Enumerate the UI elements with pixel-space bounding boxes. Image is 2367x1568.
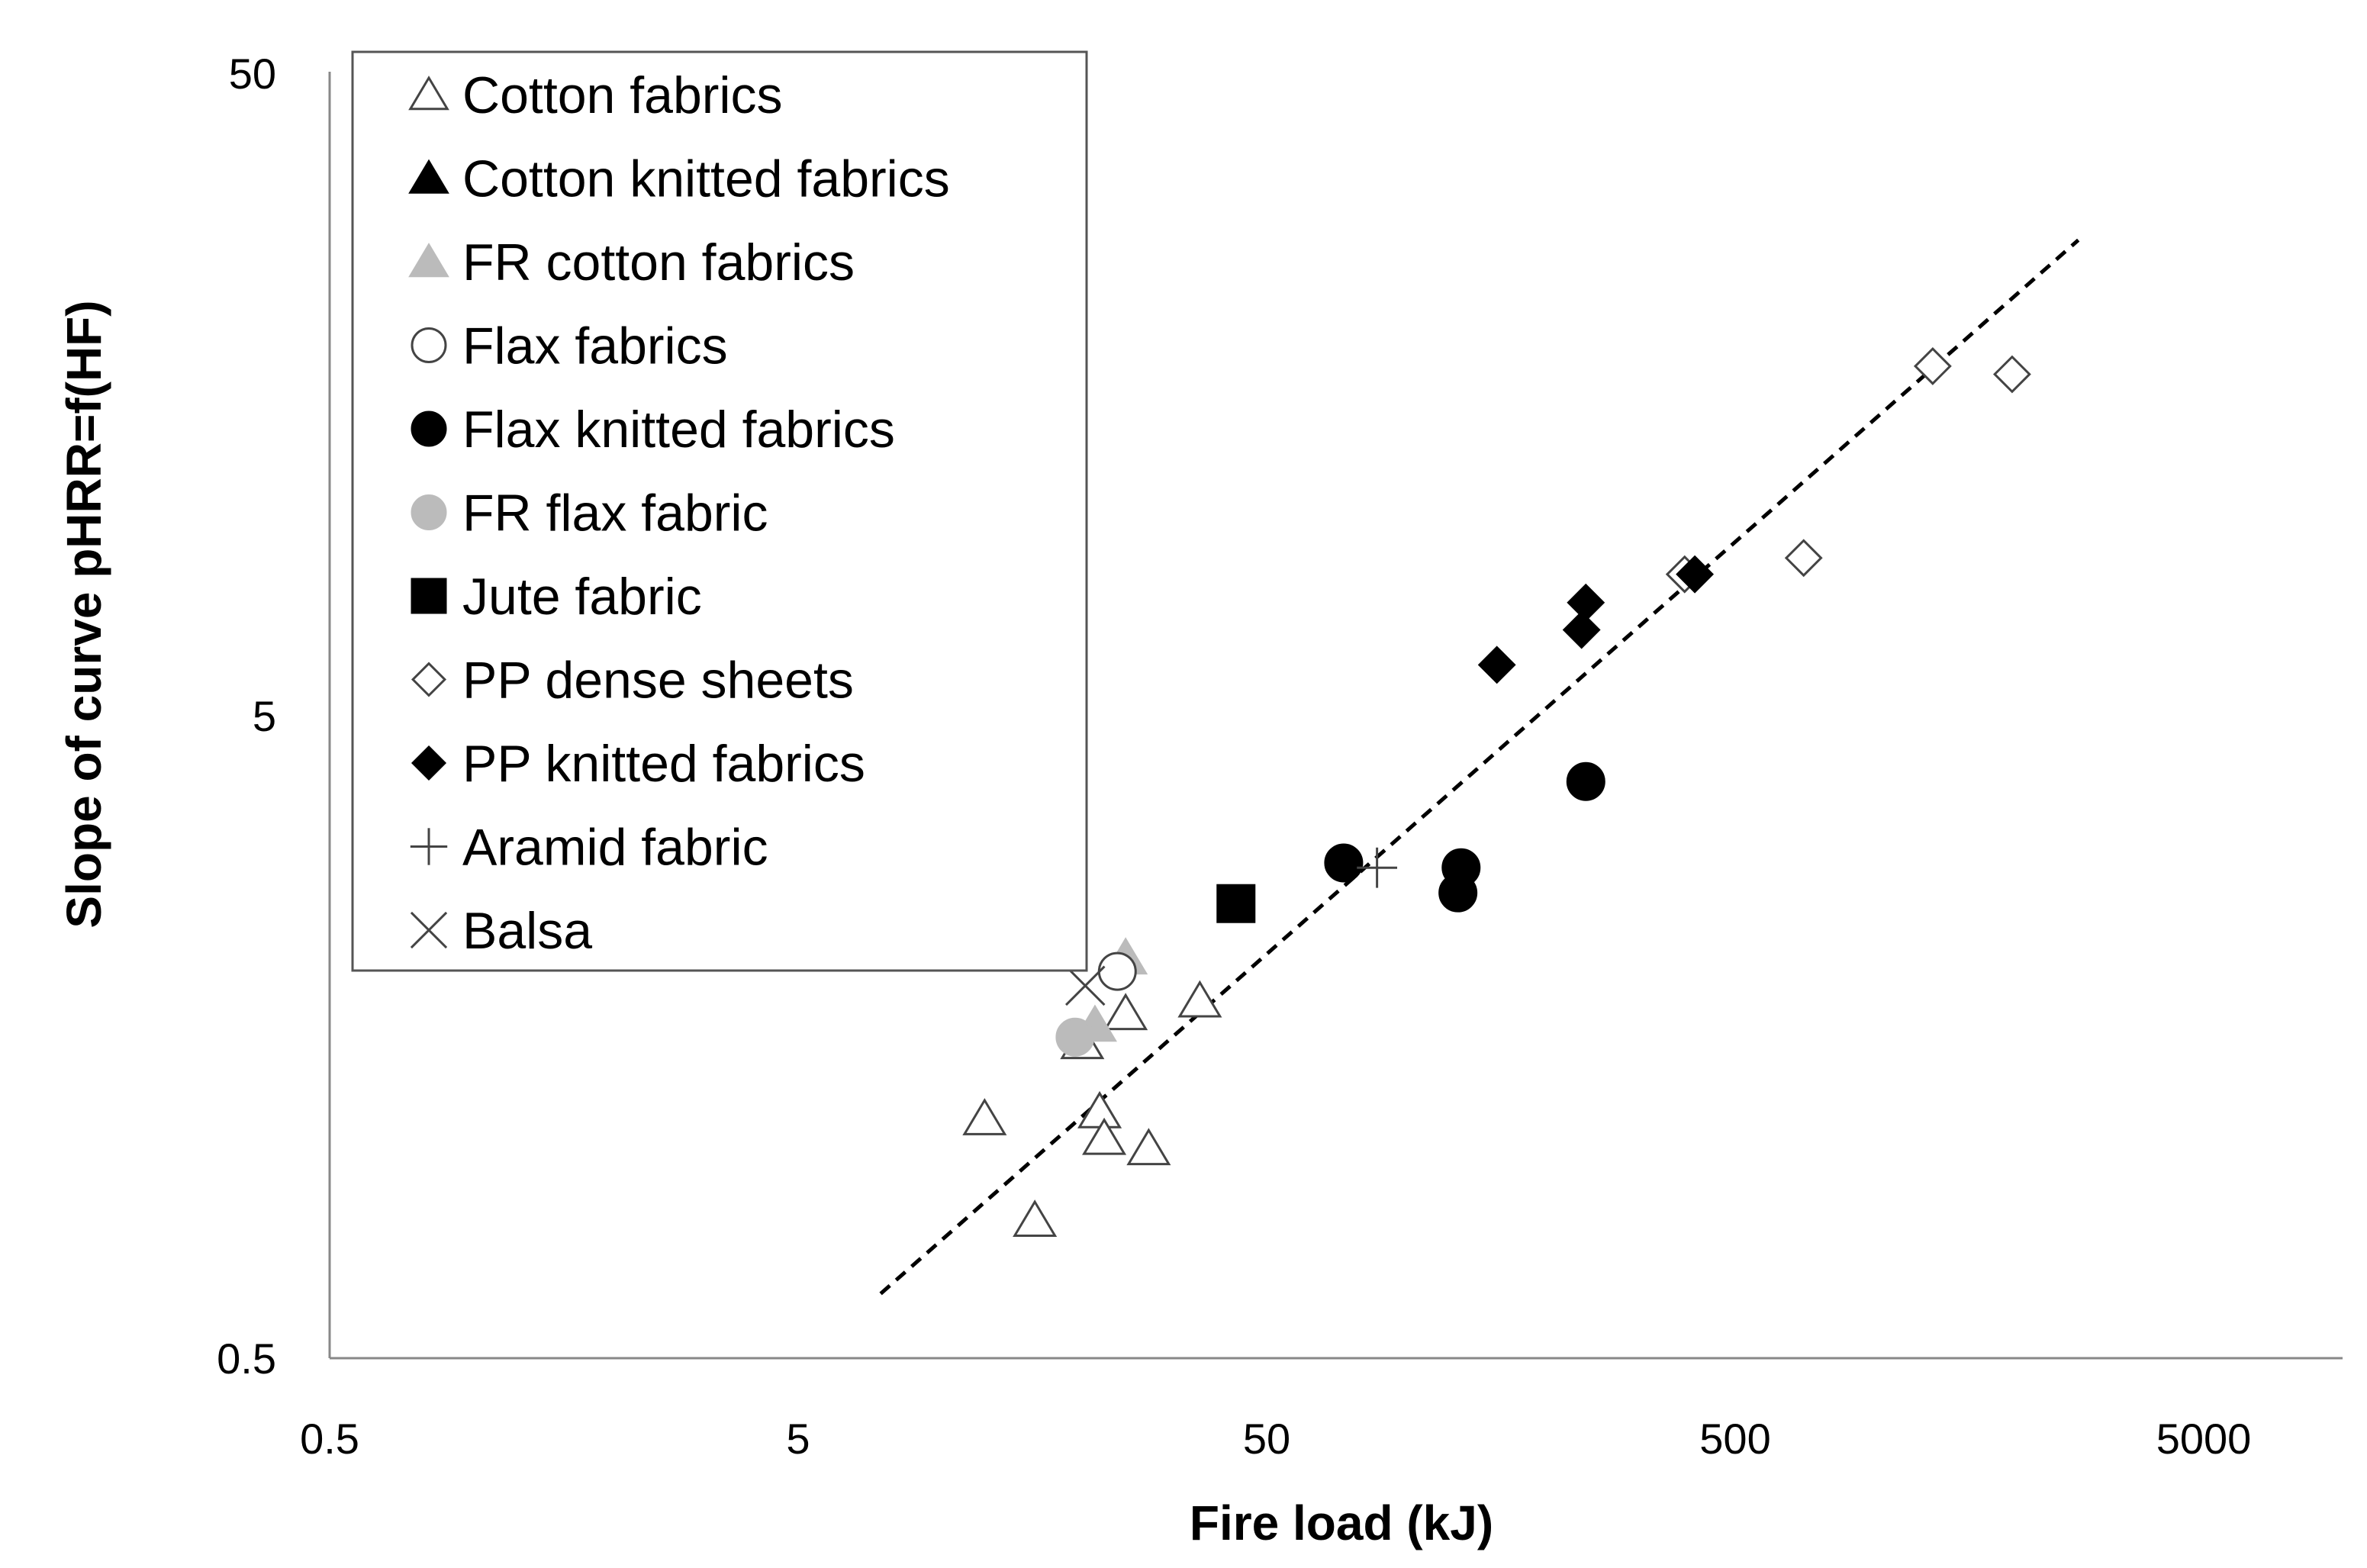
data-point xyxy=(1324,843,1364,883)
trendline-layer xyxy=(879,238,2080,1296)
legend-marker xyxy=(411,662,447,697)
legend-label: Aramid fabric xyxy=(462,819,768,877)
legend-item: Flax fabrics xyxy=(411,317,728,375)
legend-item: PP dense sheets xyxy=(411,652,854,710)
legend-item: Cotton knitted fabrics xyxy=(408,150,950,208)
legend: Cotton fabrics Cotton knitted fabrics FR c… xyxy=(351,50,1088,972)
legend-label: PP dense sheets xyxy=(462,652,854,710)
legend-label: FR flax fabric xyxy=(462,485,768,543)
legend-marker xyxy=(411,745,447,781)
legend-item: FR cotton fabrics xyxy=(408,233,855,291)
data-point xyxy=(1097,951,1137,991)
data-point xyxy=(1567,583,1605,622)
x-tick-label: 5000 xyxy=(2156,1415,2252,1463)
legend-marker xyxy=(408,159,449,194)
data-point xyxy=(1562,610,1601,649)
legend-marker xyxy=(411,411,447,447)
x-tick-label: 5 xyxy=(786,1415,810,1463)
y-axis-title: Slope of curve pHRR=f(HF) xyxy=(56,300,111,928)
data-point xyxy=(1566,761,1605,801)
legend-item: FR flax fabric xyxy=(411,485,768,543)
y-tick-label: 0.5 xyxy=(217,1335,276,1383)
y-tick-label: 50 xyxy=(229,50,276,98)
legend-marker xyxy=(411,494,447,530)
data-point xyxy=(1913,346,1952,385)
legend-item: Jute fabric xyxy=(411,568,702,626)
data-point xyxy=(962,1098,1007,1135)
x-tick-label: 0.5 xyxy=(300,1415,359,1463)
legend-label: Flax fabrics xyxy=(462,317,728,375)
legend-item: Flax knitted fabrics xyxy=(411,401,895,459)
legend-item: Cotton fabrics xyxy=(408,66,783,124)
data-point xyxy=(1784,539,1823,578)
legend-label: Cotton knitted fabrics xyxy=(462,150,950,208)
data-point xyxy=(1477,646,1516,684)
data-point xyxy=(1216,884,1256,923)
trendline xyxy=(879,238,2080,1296)
data-point xyxy=(1064,965,1106,1006)
data-point xyxy=(1126,1128,1171,1166)
legend-box xyxy=(351,50,1088,972)
x-axis-title: Fire load (kJ) xyxy=(1190,1496,1493,1550)
data-points-layer xyxy=(962,346,2031,1238)
legend-label: Flax knitted fabrics xyxy=(462,401,895,459)
legend-marker xyxy=(411,578,447,614)
axes xyxy=(328,72,2343,1360)
legend-marker xyxy=(408,76,449,111)
legend-label: Cotton fabrics xyxy=(462,66,783,124)
data-point xyxy=(1992,355,2031,394)
y-tick-label: 5 xyxy=(253,692,276,740)
legend-label: Jute fabric xyxy=(462,568,702,626)
legend-marker xyxy=(410,828,448,865)
legend-item: Balsa xyxy=(410,902,592,960)
x-tick-labels: 0.5 5 50 500 5000 xyxy=(300,1415,2251,1463)
data-point xyxy=(1676,555,1715,594)
data-point xyxy=(1082,1117,1127,1155)
data-point xyxy=(1055,1017,1095,1057)
data-point xyxy=(1077,1090,1122,1129)
legend-item: PP knitted fabrics xyxy=(411,735,865,793)
data-point xyxy=(1357,847,1398,888)
legend-marker xyxy=(408,243,449,278)
data-point xyxy=(1103,993,1148,1031)
x-tick-label: 500 xyxy=(1699,1415,1770,1463)
legend-item: Aramid fabric xyxy=(410,819,768,877)
data-point xyxy=(1013,1199,1058,1238)
data-point xyxy=(1177,980,1222,1018)
legend-label: FR cotton fabrics xyxy=(462,233,855,291)
x-tick-label: 50 xyxy=(1243,1415,1290,1463)
legend-marker xyxy=(411,327,447,363)
data-point xyxy=(1438,873,1478,913)
legend-label: PP knitted fabrics xyxy=(462,735,865,793)
y-tick-labels: 0.5 5 50 xyxy=(217,50,276,1383)
legend-marker xyxy=(410,911,448,949)
legend-label: Balsa xyxy=(462,902,592,960)
